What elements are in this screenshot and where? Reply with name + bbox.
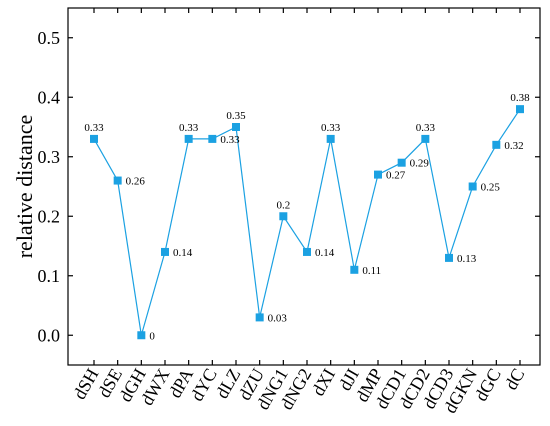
data-label: 0.33 [220,134,240,146]
data-point-marker [421,134,430,143]
data-point-marker [90,134,98,143]
data-point-marker [445,253,453,262]
data-label: 0.29 [410,158,430,170]
y-tick-label: 0.1 [38,266,61,286]
series-line [93,108,521,336]
data-point-marker [397,158,406,167]
data-label: 0.26 [126,176,146,188]
y-tick-label: 0.0 [38,325,61,345]
y-tick-label: 0.5 [38,28,61,48]
data-point-marker [516,105,524,114]
data-label: 0.14 [173,247,193,259]
data-point-marker [279,212,288,221]
data-point-marker [303,247,311,256]
data-point-marker [161,247,169,256]
y-tick-label: 0.3 [38,147,61,167]
data-label: 0.25 [481,182,501,194]
data-label: 0.2 [276,199,290,211]
data-point-marker [232,123,240,131]
data-label: 0.33 [84,122,104,134]
data-point-marker [113,176,122,185]
data-point-marker [492,140,501,149]
data-point-marker [350,265,359,274]
data-point-marker [184,134,193,143]
data-label: 0.27 [386,170,406,182]
y-tick-label: 0.2 [38,206,61,226]
data-label: 0.32 [504,140,523,152]
data-label: 0.33 [321,122,341,134]
labels-layer: 0.33 0.26 0 0.14 0.33 0.33 0.35 0.03 0.2 0.14 0.33… [84,92,530,342]
data-point-marker [374,170,382,179]
x-tick-label: dC [501,365,529,393]
x-tick-label: dGC [470,365,504,404]
data-label: 0.38 [510,92,530,104]
series-layer [90,105,524,340]
data-label: 0.11 [362,265,381,277]
data-label: 0.35 [226,110,246,122]
data-label: 0.33 [416,122,436,134]
x-tick-label: dXI [308,365,339,399]
data-label: 0.13 [457,253,477,265]
data-point-marker [468,182,477,191]
data-label: 0.03 [268,312,288,324]
y-axis-label: relative distance [12,115,37,259]
y-tick-label: 0.4 [38,87,61,107]
data-point-marker [255,313,264,322]
data-label: 0.14 [315,247,335,259]
data-point-marker [208,134,217,143]
data-label: 0.33 [179,122,199,134]
data-label: 0 [149,330,155,342]
data-point-marker [326,134,335,143]
plot-frame [67,7,541,366]
data-point-marker [137,331,146,340]
